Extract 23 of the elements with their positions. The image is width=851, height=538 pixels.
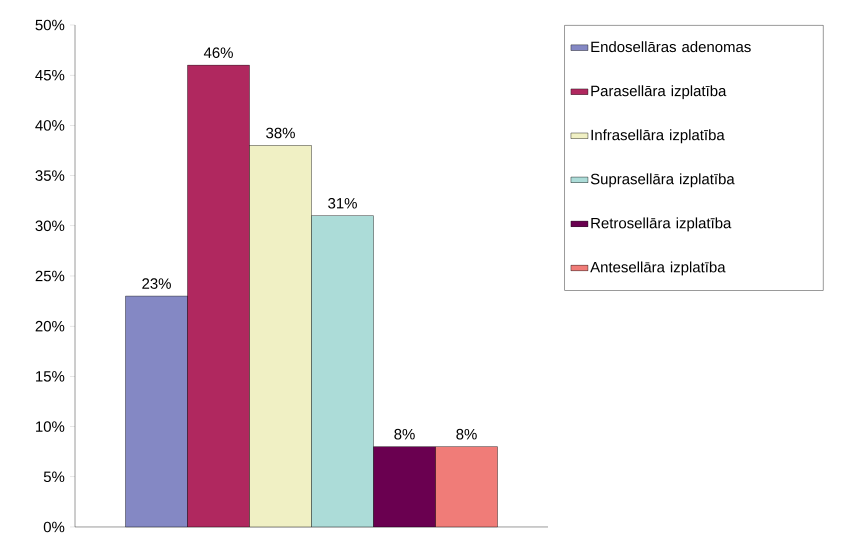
y-tick-label: 20% xyxy=(36,320,64,332)
legend-label: Suprasellāra izplatība xyxy=(590,173,735,188)
data-label: 23% xyxy=(142,278,171,289)
y-tick-label: 25% xyxy=(36,270,64,282)
y-tick-label: 0% xyxy=(44,522,64,532)
legend-label: Antesellāra izplatība xyxy=(590,261,726,276)
data-label: 46% xyxy=(204,47,233,58)
y-tick-label: 15% xyxy=(36,371,64,382)
data-label: 38% xyxy=(266,128,295,138)
data-label: 31% xyxy=(328,198,357,209)
y-tick-label: 45% xyxy=(35,70,64,80)
y-tick-label: 10% xyxy=(36,421,64,432)
legend-label: Endosellāras adenomas xyxy=(591,41,751,52)
y-tick-label: 40% xyxy=(35,120,64,131)
y-tick-label: 5% xyxy=(44,472,64,482)
legend-label: Parasellāra izplatība xyxy=(591,85,726,100)
legend-label: Retrosellāra izplatība xyxy=(591,217,732,232)
y-tick-label: 30% xyxy=(35,220,64,232)
data-label: 8% xyxy=(394,428,415,440)
legend-label: Infrasellāra izplatība xyxy=(592,129,725,144)
data-label: 8% xyxy=(456,428,477,440)
y-tick-label: 50% xyxy=(36,20,64,30)
y-tick-label: 35% xyxy=(35,170,64,181)
